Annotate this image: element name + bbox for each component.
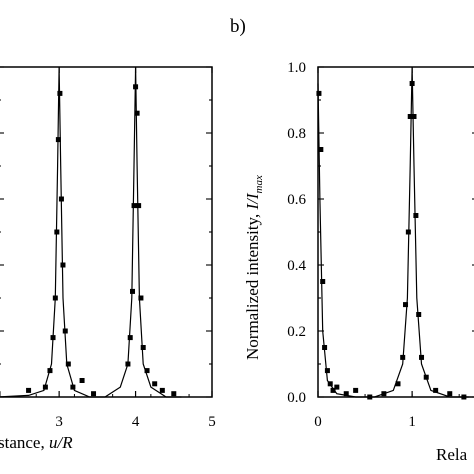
panel-b-data-point	[334, 384, 340, 390]
panel-b-data-point	[320, 279, 326, 284]
panel-b-data-point	[400, 354, 406, 360]
panel-a-data-point	[138, 295, 144, 301]
panel-a-x-tick-label: 5	[208, 414, 216, 430]
panel-a-x-axis-label: stance, u/R	[0, 433, 73, 452]
panel-a-data-point	[134, 110, 140, 116]
panel-a-data-point	[65, 361, 71, 367]
panel-b-y-tick-label: 0.0	[287, 390, 306, 406]
panel-a-data-point	[0, 391, 1, 397]
panel-a-data-point	[131, 203, 137, 209]
panel-b-data-point	[318, 147, 324, 152]
panel-b-x-tick-label: 0	[314, 414, 322, 430]
panel-a-x-tick-label: 3	[55, 414, 63, 430]
panel-a-data-point	[57, 90, 63, 96]
panel-b-data-point	[413, 213, 419, 218]
panel-b-ticks	[317, 66, 474, 398]
panel-b-tick-labels: 0 1 0.0 0.2 0.4 0.6 0.8 1.0	[287, 60, 416, 430]
panel-a-data-point	[26, 387, 32, 393]
panel-a-ticks	[0, 66, 213, 398]
panel-b-data-point	[367, 394, 373, 400]
panel-a-data-point	[133, 84, 139, 90]
panel-a-data-point	[50, 335, 56, 341]
panel-a-x-axis-label-main: stance,	[0, 433, 49, 452]
panel-b-data-point	[322, 345, 328, 350]
panel-a-data-point	[62, 328, 68, 334]
panel-a-data-point	[171, 391, 177, 397]
panel-a-data-point	[127, 335, 133, 341]
panel-b-series-line	[317, 66, 469, 398]
panel-b-data-point	[324, 368, 330, 374]
panel-b-data-point	[423, 374, 429, 380]
panel-b-y-tick-label: 0.8	[287, 126, 306, 142]
panel-a-data-point	[130, 288, 136, 294]
panel-b-data-point	[327, 381, 333, 387]
panel-a-data-point	[79, 378, 85, 383]
panel-b-data-point	[419, 354, 425, 360]
panel-b-y-tick-label: 0.4	[287, 258, 306, 274]
panel-a-data-point	[136, 203, 142, 209]
panel-b-data-point	[411, 114, 417, 119]
panel-a-data-point	[55, 137, 61, 143]
panel-b-data-point	[330, 387, 336, 393]
panel-b-data-point	[316, 90, 322, 96]
panel-a-data-point	[47, 368, 53, 374]
panel-a-series-line	[0, 66, 182, 398]
panel-b-y-tick-label: 1.0	[287, 60, 306, 76]
panel-b-label: b)	[230, 16, 246, 37]
panel-b-y-axis-label: Normalized intensity, I/Imax	[243, 175, 265, 360]
panel-a-data-point	[70, 384, 76, 390]
panel-b-data-point	[447, 391, 453, 397]
panel-b-data-point	[407, 114, 413, 119]
panel-a-data-point	[52, 295, 58, 301]
panel-a-tick-labels: 3 4 5	[55, 414, 215, 430]
panel-b-y-axis-label-italic: I/I	[243, 192, 262, 210]
panel-a-x-axis-label-italic: u/R	[49, 433, 73, 452]
panel-b-data-point	[343, 391, 349, 397]
panel-b-data-point	[403, 302, 409, 308]
panel-a-data-point	[54, 229, 60, 235]
panel-b: 0 1 0.0 0.2 0.4 0.6 0.8 1.0 Normalized intensit…	[243, 60, 474, 464]
panel-a-data-point	[58, 196, 64, 202]
panel-b-data-point	[405, 229, 411, 235]
panel-a-data-point	[144, 368, 150, 374]
panel-a-data-point	[159, 387, 165, 393]
panel-a-data-point	[125, 361, 131, 367]
panel-b-data-point	[461, 394, 467, 400]
panel-b-x-tick-label: 1	[408, 414, 416, 430]
panel-b-frame	[317, 66, 474, 398]
panel-a-frame	[0, 66, 213, 398]
panel-b-data-point	[353, 387, 359, 393]
panel-a-data-point	[42, 384, 48, 390]
panel-b-y-axis-label-main: Normalized intensity,	[243, 210, 262, 360]
panel-a-markers	[0, 84, 177, 397]
panel-b-data-point	[381, 391, 387, 397]
panel-a-data-point	[91, 391, 97, 397]
panel-a-x-tick-label: 4	[132, 414, 140, 430]
panel-a-data-point	[152, 381, 158, 387]
panel-b-x-axis-label: Rela	[436, 445, 468, 464]
panel-b-data-point	[409, 81, 415, 86]
panel-b-y-tick-label: 0.6	[287, 192, 306, 208]
panel-a: 3 4 5 stance, u/R	[0, 66, 216, 452]
panel-b-data-point	[416, 312, 422, 317]
panel-b-data-point	[395, 381, 401, 387]
panel-a-data-point	[140, 345, 146, 350]
panel-a-data-point	[60, 262, 66, 268]
panel-b-y-axis-label-sub: max	[253, 175, 265, 193]
panel-b-markers	[316, 81, 467, 400]
panel-b-y-tick-label: 0.2	[287, 324, 306, 340]
panel-b-data-point	[433, 387, 439, 393]
